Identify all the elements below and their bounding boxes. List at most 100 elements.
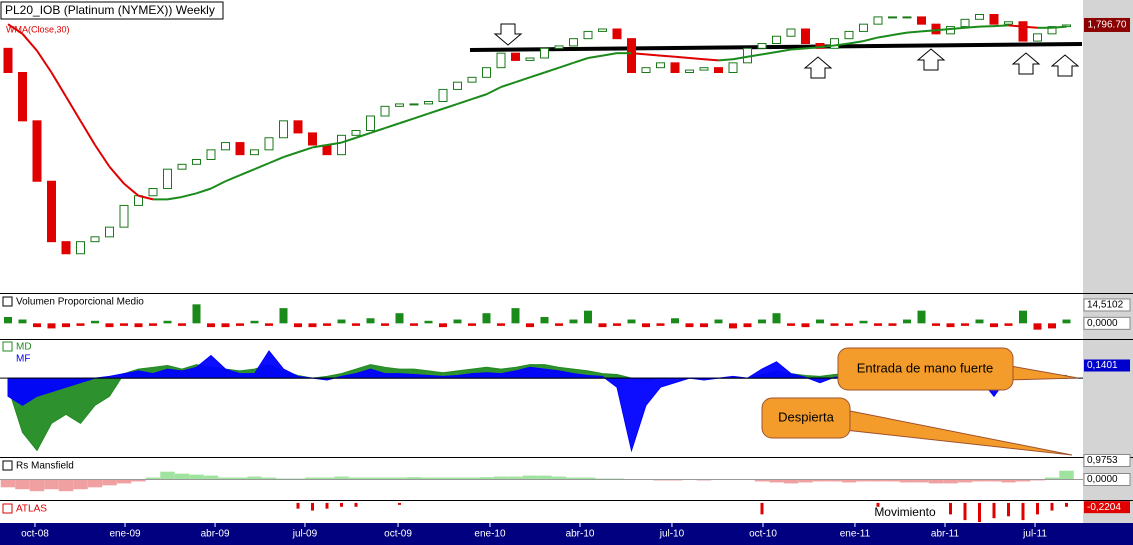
volume-bar xyxy=(758,319,766,324)
collapse-box[interactable] xyxy=(2,460,13,471)
candle xyxy=(235,142,245,156)
volume-bar xyxy=(366,318,375,324)
wma-segment xyxy=(805,46,821,50)
volume-bar xyxy=(743,323,752,328)
candle xyxy=(32,120,42,182)
candle xyxy=(511,52,520,61)
volume-bar xyxy=(91,320,99,324)
rs-bar xyxy=(537,475,552,480)
wma-segment xyxy=(674,55,690,59)
candle xyxy=(772,35,781,44)
volume-bar xyxy=(903,319,911,324)
rs-bar xyxy=(203,475,219,480)
x-tick-label: ene-09 xyxy=(109,529,141,540)
rs-bar xyxy=(856,479,871,482)
value-label: 0,0000 xyxy=(1087,474,1118,485)
wma-segment xyxy=(529,71,545,79)
volume-bar xyxy=(613,323,621,326)
wma-segment xyxy=(718,58,734,62)
wma-segment xyxy=(442,102,458,110)
volume-bar xyxy=(178,323,186,326)
wma-segment xyxy=(428,107,444,115)
up-arrow xyxy=(1050,54,1080,77)
volume-bar xyxy=(352,323,360,326)
wma-segment xyxy=(761,50,777,56)
wma-segment xyxy=(558,61,574,69)
volume-bar xyxy=(236,323,244,326)
volume-bar xyxy=(656,323,665,326)
pane-title: Volumen Proporcional Medio xyxy=(16,297,144,308)
rs-bar xyxy=(174,473,190,480)
volume-bar xyxy=(569,319,578,324)
x-tick-label: ene-11 xyxy=(840,529,871,540)
wma-segment xyxy=(776,48,792,53)
candle xyxy=(351,130,361,136)
rs-bar xyxy=(421,477,436,480)
rs-bar xyxy=(769,479,784,483)
rs-bar xyxy=(102,479,117,486)
collapse-box[interactable] xyxy=(2,341,13,352)
rs-bar xyxy=(812,479,828,482)
candle xyxy=(554,45,564,49)
candle xyxy=(540,47,549,59)
rs-bar xyxy=(783,479,799,484)
x-tick-label: oct-10 xyxy=(749,529,777,540)
rs-bar xyxy=(73,479,88,490)
atlas-bar xyxy=(340,502,343,507)
value-label-box xyxy=(1083,453,1131,467)
volume-bar xyxy=(33,323,41,328)
atlas-bar xyxy=(1021,502,1025,521)
volume-bar xyxy=(163,320,172,324)
volume-bar xyxy=(1019,310,1027,324)
candle xyxy=(757,43,767,49)
candle xyxy=(714,67,723,73)
support-line xyxy=(469,42,1083,52)
rs-bar xyxy=(885,479,900,482)
candle xyxy=(90,236,100,243)
atlas-bar xyxy=(978,502,981,522)
candle xyxy=(308,132,317,146)
candle xyxy=(888,16,897,19)
title-box xyxy=(0,1,224,20)
wma-segment xyxy=(36,50,53,74)
wma-segment xyxy=(457,98,473,105)
candle xyxy=(192,159,201,165)
volume-bar xyxy=(395,313,404,324)
down-arrow xyxy=(493,23,523,46)
candle xyxy=(641,67,651,73)
pane-headers: Volumen Proporcional Medio MD MF Rs Mans… xyxy=(2,296,144,515)
wma-segment xyxy=(268,156,284,165)
wma-segment xyxy=(834,42,850,47)
candle xyxy=(583,30,593,40)
wma-segment xyxy=(950,26,966,30)
rs-bar xyxy=(232,477,248,480)
wma-segment xyxy=(225,174,241,183)
rs-bar xyxy=(464,477,480,480)
rs-bar xyxy=(435,477,451,480)
candle xyxy=(47,180,56,243)
collapse-box[interactable] xyxy=(2,503,13,514)
candle xyxy=(525,57,535,61)
callouts: Entrada de mano fuerte Despierta Movimie… xyxy=(761,347,1079,519)
candle xyxy=(18,72,27,122)
candle xyxy=(685,69,694,74)
candle xyxy=(699,67,709,71)
pane-title: ATLAS xyxy=(16,504,47,515)
marks xyxy=(0,14,1083,522)
candle xyxy=(844,30,854,40)
wma-segment xyxy=(94,144,111,168)
candle xyxy=(801,28,810,44)
atlas-bar xyxy=(311,502,314,511)
up-arrow xyxy=(803,56,833,79)
candle xyxy=(1047,26,1057,35)
wma-segment xyxy=(283,151,299,159)
rs-bar xyxy=(116,479,132,484)
volume-bar xyxy=(1033,323,1042,330)
volume-bar xyxy=(207,323,215,328)
candle xyxy=(424,101,433,105)
wma-segment xyxy=(413,112,429,120)
volume-bar xyxy=(47,323,56,329)
collapse-box[interactable] xyxy=(2,296,13,307)
wma-segment xyxy=(921,29,937,33)
